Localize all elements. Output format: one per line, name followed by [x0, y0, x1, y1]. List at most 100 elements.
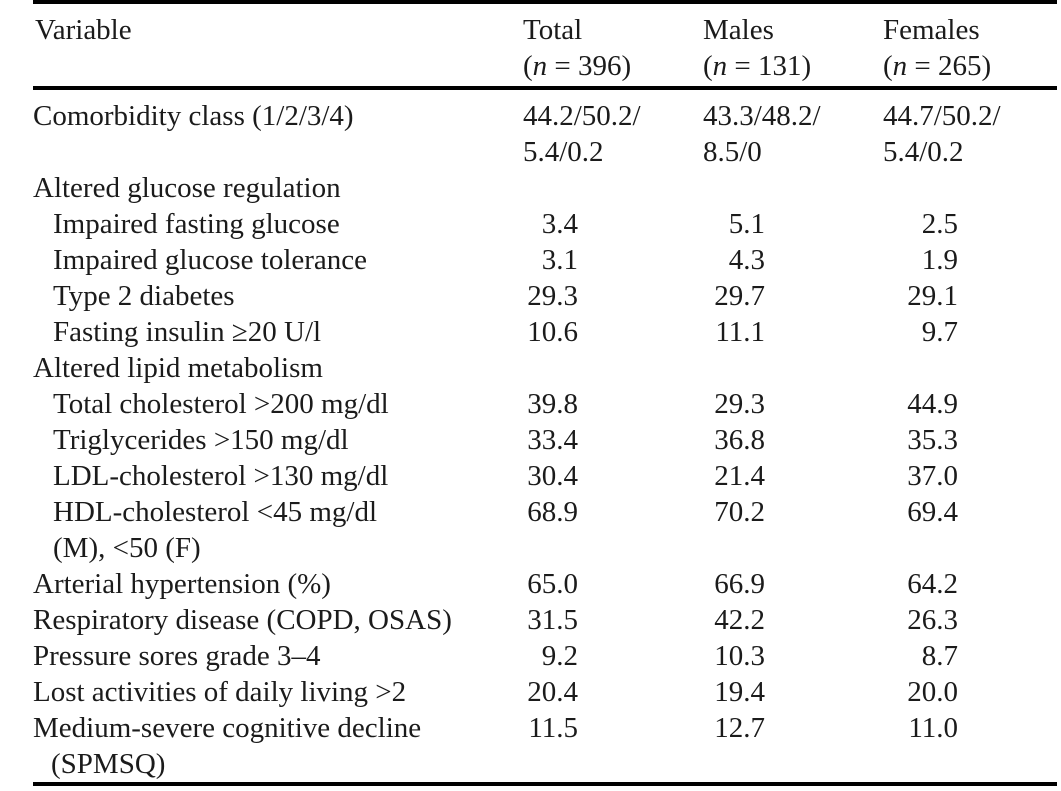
cell-total [523, 170, 703, 206]
header-variable: Variable [35, 14, 132, 46]
n-count: = 396) [547, 50, 632, 82]
table-bottom-rule [33, 782, 1057, 786]
table-row: Lost activities of daily living >2 20.4 … [33, 674, 1057, 710]
row-label: Medium-severe cognitive decline (SPMSQ) [33, 712, 422, 780]
cell-males: 11.1 [703, 314, 883, 350]
row-label: Respiratory disease (COPD, OSAS) [33, 604, 452, 636]
table-row: Triglycerides >150 mg/dl 33.4 36.8 35.3 [33, 422, 1057, 458]
row-label: Comorbidity class (1/2/3/4) [33, 100, 354, 132]
table-row: Impaired fasting glucose 3.4 5.1 2.5 [33, 206, 1057, 242]
table-row: Type 2 diabetes 29.3 29.7 29.1 [33, 278, 1057, 314]
row-label: Impaired glucose tolerance [53, 244, 368, 276]
cell-total: 65.0 [523, 566, 703, 602]
cell-females: 26.3 [883, 602, 1057, 638]
cell-females: 44.9 [883, 386, 1057, 422]
cell-males: 10.3 [703, 638, 883, 674]
cell-total: 3.1 [523, 242, 703, 278]
n-symbol: n [892, 50, 908, 82]
paren: ( [523, 50, 533, 82]
cell-total [523, 350, 703, 386]
cell-females: 1.9 [883, 242, 1057, 278]
row-label: Fasting insulin ≥20 U/l [53, 316, 322, 348]
cell-total: 68.9 [523, 494, 703, 566]
cell-total: 20.4 [523, 674, 703, 710]
value: 44.2/50.2/ 5.4/0.2 [523, 100, 641, 168]
value: 31.5 [527, 604, 578, 636]
value: 21.4 [714, 460, 765, 492]
value: 29.1 [907, 280, 958, 312]
cell-total: 29.3 [523, 278, 703, 314]
comorbidity-table: Variable Total (n = 396) Males (n = 131)… [33, 0, 1057, 786]
header-males: Males (n = 131) [703, 12, 883, 84]
table-row: Medium-severe cognitive decline (SPMSQ) … [33, 710, 1057, 782]
value: 10.6 [527, 316, 578, 348]
value: 3.4 [541, 208, 578, 240]
cell-females: 69.4 [883, 494, 1057, 566]
cell-males: 29.3 [703, 386, 883, 422]
header-males-title: Males [703, 14, 774, 46]
value: 64.2 [907, 568, 958, 600]
cell-total: 10.6 [523, 314, 703, 350]
value: 3.1 [541, 244, 578, 276]
header-females: Females (n = 265) [883, 12, 1057, 84]
value: 44.9 [907, 388, 958, 420]
cell-males [703, 170, 883, 206]
cell-females: 2.5 [883, 206, 1057, 242]
value: 29.7 [714, 280, 765, 312]
value: 11.0 [908, 712, 958, 744]
cell-total: 11.5 [523, 710, 703, 782]
table-row: Fasting insulin ≥20 U/l 10.6 11.1 9.7 [33, 314, 1057, 350]
row-label: Type 2 diabetes [53, 280, 235, 312]
n-count: = 131) [727, 50, 812, 82]
n-count: = 265) [907, 50, 992, 82]
value: 68.9 [527, 496, 578, 528]
cell-females: 37.0 [883, 458, 1057, 494]
value: 69.4 [907, 496, 958, 528]
table-header-row: Variable Total (n = 396) Males (n = 131)… [33, 4, 1057, 86]
row-label: Total cholesterol >200 mg/dl [53, 388, 389, 420]
value: 33.4 [527, 424, 578, 456]
value: 11.5 [528, 712, 578, 744]
cell-females: 9.7 [883, 314, 1057, 350]
cell-males: 21.4 [703, 458, 883, 494]
cell-total: 44.2/50.2/ 5.4/0.2 [523, 98, 703, 170]
value: 11.1 [715, 316, 765, 348]
cell-males: 43.3/48.2/ 8.5/0 [703, 98, 883, 170]
paren: ( [883, 50, 893, 82]
row-label: Lost activities of daily living >2 [33, 676, 407, 708]
value: 1.9 [921, 244, 958, 276]
cell-total: 30.4 [523, 458, 703, 494]
value: 42.2 [714, 604, 765, 636]
value: 65.0 [527, 568, 578, 600]
cell-males: 19.4 [703, 674, 883, 710]
cell-females [883, 350, 1057, 386]
cell-males: 5.1 [703, 206, 883, 242]
value: 44.7/50.2/ 5.4/0.2 [883, 100, 1001, 168]
cell-total: 31.5 [523, 602, 703, 638]
value: 26.3 [907, 604, 958, 636]
table-row: Total cholesterol >200 mg/dl 39.8 29.3 4… [33, 386, 1057, 422]
table-row: Altered lipid metabolism [33, 350, 1057, 386]
value: 66.9 [714, 568, 765, 600]
header-males-n: (n = 131) [703, 48, 883, 84]
table-row: Respiratory disease (COPD, OSAS) 31.5 42… [33, 602, 1057, 638]
row-label: Pressure sores grade 3–4 [33, 640, 321, 672]
cell-males: 12.7 [703, 710, 883, 782]
value: 36.8 [714, 424, 765, 456]
row-label: HDL-cholesterol <45 mg/dl (M), <50 (F) [53, 496, 378, 564]
header-females-n: (n = 265) [883, 48, 1057, 84]
cell-females [883, 170, 1057, 206]
table-row: HDL-cholesterol <45 mg/dl (M), <50 (F) 6… [33, 494, 1057, 566]
cell-males: 36.8 [703, 422, 883, 458]
cell-females: 20.0 [883, 674, 1057, 710]
table-row: Altered glucose regulation [33, 170, 1057, 206]
value: 5.1 [728, 208, 765, 240]
paren: ( [703, 50, 713, 82]
value: 70.2 [714, 496, 765, 528]
value: 20.4 [527, 676, 578, 708]
value: 39.8 [527, 388, 578, 420]
value: 29.3 [527, 280, 578, 312]
cell-total: 39.8 [523, 386, 703, 422]
header-total: Total (n = 396) [523, 12, 703, 84]
cell-males [703, 350, 883, 386]
